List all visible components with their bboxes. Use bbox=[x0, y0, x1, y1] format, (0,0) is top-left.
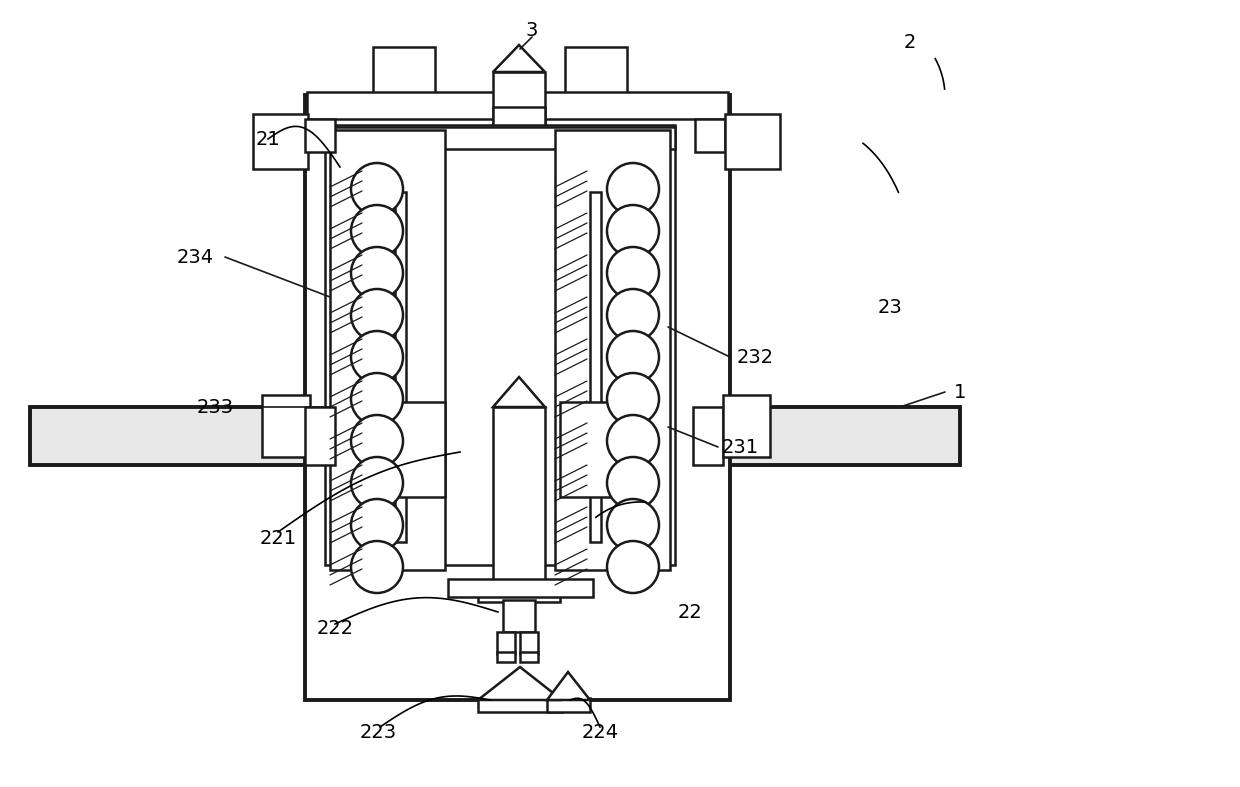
Circle shape bbox=[351, 205, 403, 257]
Bar bbox=[694, 119, 725, 152]
Text: 231: 231 bbox=[722, 438, 759, 456]
Circle shape bbox=[608, 457, 658, 509]
Text: 2: 2 bbox=[904, 32, 916, 51]
Circle shape bbox=[608, 373, 658, 425]
Bar bbox=[627, 407, 960, 465]
Bar bbox=[305, 119, 335, 152]
Bar bbox=[325, 127, 675, 149]
Bar bbox=[520, 652, 538, 662]
Bar bbox=[547, 698, 590, 712]
Circle shape bbox=[608, 541, 658, 593]
Bar bbox=[693, 407, 723, 465]
Circle shape bbox=[608, 499, 658, 551]
Polygon shape bbox=[494, 45, 546, 72]
Text: 233: 233 bbox=[196, 397, 233, 416]
Text: 221: 221 bbox=[259, 530, 296, 549]
Circle shape bbox=[608, 331, 658, 383]
Text: 1: 1 bbox=[954, 382, 966, 401]
Bar bbox=[325, 125, 675, 565]
Bar bbox=[494, 407, 546, 592]
Circle shape bbox=[608, 415, 658, 467]
Text: 23: 23 bbox=[878, 297, 903, 316]
Bar bbox=[497, 632, 515, 654]
Circle shape bbox=[351, 457, 403, 509]
Bar bbox=[497, 652, 515, 662]
Bar bbox=[590, 192, 601, 542]
Bar bbox=[723, 395, 770, 457]
Text: 232: 232 bbox=[737, 348, 774, 367]
Circle shape bbox=[351, 541, 403, 593]
Text: 234: 234 bbox=[176, 247, 213, 267]
Bar bbox=[448, 579, 593, 597]
Bar bbox=[477, 580, 560, 602]
Bar bbox=[308, 92, 728, 119]
Bar bbox=[494, 72, 546, 167]
Bar bbox=[396, 192, 405, 542]
Text: 223: 223 bbox=[360, 722, 397, 741]
Bar bbox=[520, 632, 538, 654]
Circle shape bbox=[608, 289, 658, 341]
Bar bbox=[620, 192, 631, 542]
Bar bbox=[503, 600, 534, 632]
Polygon shape bbox=[494, 377, 546, 407]
Text: 21: 21 bbox=[255, 130, 280, 149]
Bar bbox=[253, 114, 308, 169]
Circle shape bbox=[351, 163, 403, 215]
Bar bbox=[560, 402, 640, 497]
Bar bbox=[565, 47, 627, 95]
Circle shape bbox=[351, 415, 403, 467]
Bar bbox=[330, 130, 445, 570]
Bar bbox=[305, 407, 335, 465]
Text: 222: 222 bbox=[316, 619, 353, 638]
Bar bbox=[556, 130, 670, 570]
Text: 3: 3 bbox=[526, 20, 538, 39]
Circle shape bbox=[351, 499, 403, 551]
Polygon shape bbox=[547, 672, 590, 700]
Bar bbox=[373, 47, 435, 95]
Circle shape bbox=[351, 331, 403, 383]
Polygon shape bbox=[477, 667, 562, 700]
Circle shape bbox=[608, 205, 658, 257]
Circle shape bbox=[351, 373, 403, 425]
Bar bbox=[374, 402, 445, 497]
Circle shape bbox=[351, 289, 403, 341]
Circle shape bbox=[351, 247, 403, 299]
Circle shape bbox=[608, 163, 658, 215]
Bar bbox=[262, 395, 310, 457]
Bar bbox=[725, 114, 780, 169]
Circle shape bbox=[608, 247, 658, 299]
Bar bbox=[477, 698, 562, 712]
Bar bbox=[494, 107, 546, 487]
Text: 22: 22 bbox=[677, 603, 702, 622]
Text: 224: 224 bbox=[582, 722, 619, 741]
Bar bbox=[305, 95, 730, 700]
Bar bbox=[365, 192, 376, 542]
Bar bbox=[30, 407, 374, 465]
